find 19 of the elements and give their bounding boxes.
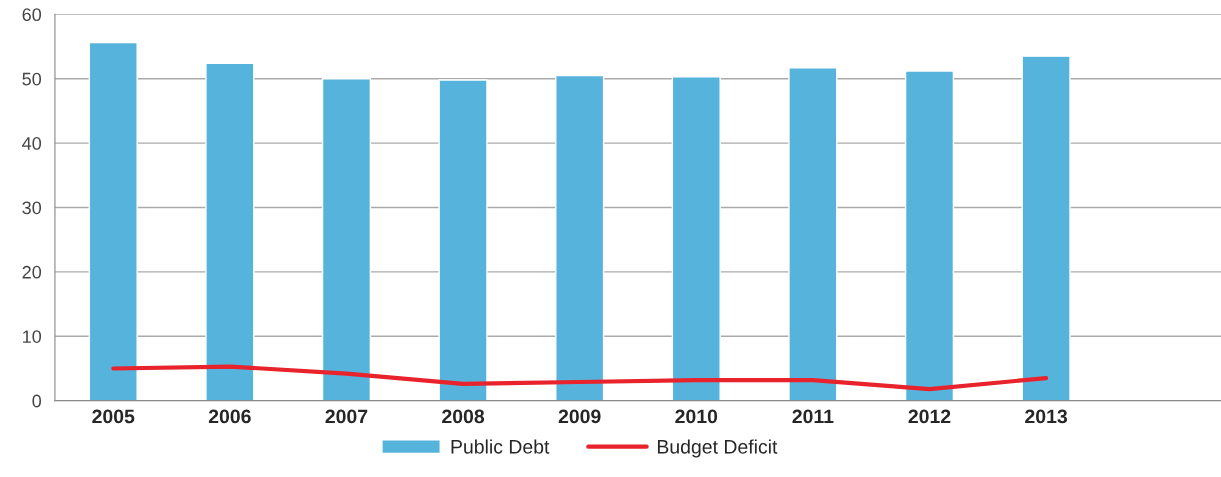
y-tick-label: 0 bbox=[32, 394, 42, 408]
line-series bbox=[111, 364, 1049, 392]
legend-label: Public Debt bbox=[451, 439, 550, 454]
y-tick-label: 30 bbox=[22, 201, 42, 215]
y-tick-label: 40 bbox=[22, 137, 42, 150]
y-tick-label: 50 bbox=[22, 72, 42, 86]
x-tick-label: 2013 bbox=[1025, 409, 1068, 424]
legend-label: Budget Deficit bbox=[657, 439, 778, 458]
x-tick-label: 2011 bbox=[792, 409, 834, 424]
y-tick-label: 20 bbox=[22, 265, 42, 279]
x-tick-label: 2005 bbox=[92, 409, 135, 424]
x-tick-label: 2010 bbox=[675, 409, 718, 424]
x-tick-label: 2006 bbox=[208, 409, 251, 424]
x-tick-label: 2009 bbox=[558, 409, 601, 424]
x-tick-label: 2012 bbox=[908, 409, 951, 424]
x-tick-label: 2007 bbox=[325, 409, 368, 424]
y-tick-label: 60 bbox=[22, 8, 42, 22]
x-tick-label: 2008 bbox=[442, 409, 485, 424]
y-tick-label: 10 bbox=[23, 330, 42, 344]
